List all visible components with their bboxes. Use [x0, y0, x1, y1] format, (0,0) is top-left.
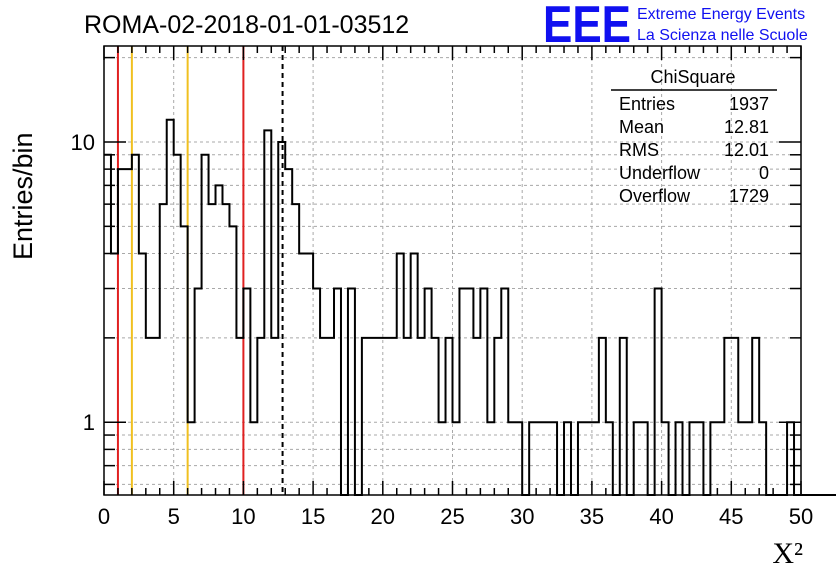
x-tick-label: 10	[231, 504, 255, 529]
x-tick-label: 20	[371, 504, 395, 529]
logo-line-1: Extreme Energy Events	[637, 6, 805, 23]
x-tick-label: 45	[719, 504, 743, 529]
stats-rows: Entries 1937 Mean 12.81 RMS 12.01 Underflow 0 Ov…	[619, 94, 769, 206]
axis-tick-labels: 0 5 10 15 20 25 30 35 40 45 50 1 10	[71, 130, 814, 529]
stats-value: 12.81	[724, 117, 769, 137]
x-tick-label: 30	[510, 504, 534, 529]
stats-label: Underflow	[619, 163, 701, 183]
stats-label: Overflow	[619, 186, 691, 206]
y-tick-label: 10	[71, 130, 95, 155]
stats-label: Entries	[619, 94, 675, 114]
axis-ticks	[103, 46, 802, 495]
stats-value: 0	[759, 163, 769, 183]
y-tick-label: 1	[83, 410, 95, 435]
stats-value: 1729	[729, 186, 769, 206]
x-tick-label: 5	[168, 504, 180, 529]
x-axis-label: X²	[772, 537, 803, 570]
y-axis-label: Entries/bin	[8, 132, 38, 260]
logo-line-2: La Scienza nelle Scuole	[637, 27, 808, 44]
reference-lines	[116, 46, 284, 495]
stats-box: ChiSquare Entries 1937 Mean 12.81 RMS 12.01 Un…	[611, 67, 777, 206]
chart-title: ROMA-02-2018-01-01-03512	[84, 11, 409, 39]
histogram-step-line	[104, 118, 836, 496]
x-tick-label: 40	[649, 504, 673, 529]
grid-lines	[104, 46, 801, 495]
stats-label: Mean	[619, 117, 664, 137]
stats-value: 1937	[729, 94, 769, 114]
x-tick-label: 15	[301, 504, 325, 529]
stats-label: RMS	[619, 140, 659, 160]
x-tick-label: 0	[98, 504, 110, 529]
x-tick-label: 50	[789, 504, 813, 529]
x-tick-label: 35	[580, 504, 604, 529]
eee-logo: EEE	[543, 0, 631, 54]
stats-value: 12.01	[724, 140, 769, 160]
x-tick-label: 25	[440, 504, 464, 529]
stats-title: ChiSquare	[650, 67, 735, 87]
